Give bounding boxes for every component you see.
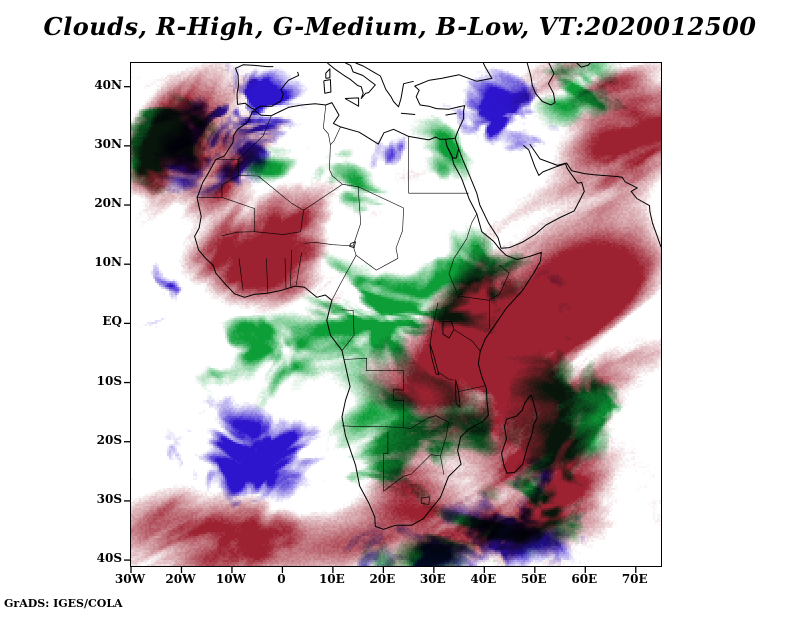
country-border-path: [331, 255, 357, 301]
country-border-path: [196, 159, 239, 198]
country-border-path: [238, 115, 272, 160]
country-border-path: [238, 258, 244, 291]
coastline-path: [576, 62, 591, 68]
x-tick-label-50E: 50E: [520, 572, 547, 586]
coastline-path: [325, 68, 331, 79]
country-border-path: [303, 184, 343, 211]
coastline-path: [445, 112, 457, 116]
country-border-path: [323, 104, 343, 185]
lake-outline-path: [442, 321, 455, 339]
coastline-path: [414, 62, 493, 139]
country-border-path: [466, 213, 478, 239]
country-border-path: [303, 242, 357, 256]
country-border-path: [330, 126, 341, 145]
lake-outline-path: [429, 343, 440, 376]
country-border-path: [489, 264, 510, 300]
x-tick-label-40E: 40E: [470, 572, 497, 586]
y-tick-label-40N: 40N: [94, 77, 122, 92]
x-tick-label-20W: 20W: [165, 572, 196, 586]
coastline-path: [526, 62, 556, 106]
coastline-path: [529, 143, 662, 248]
x-tick-label-30E: 30E: [419, 572, 446, 586]
lake-outline-path: [349, 241, 357, 249]
x-tick-label-zero: 0: [277, 572, 286, 586]
y-tick-label-20N: 20N: [94, 196, 122, 211]
y-tick-label-10N: 10N: [94, 255, 122, 270]
coastline-path: [501, 394, 538, 474]
x-tick-label-10E: 10E: [318, 572, 345, 586]
country-border-path: [266, 258, 269, 294]
country-border-path: [453, 329, 481, 352]
country-border-path: [355, 255, 399, 271]
credit-label: GrADS: IGES/COLA: [4, 597, 123, 610]
country-border-path: [383, 431, 389, 492]
country-border-path: [254, 210, 304, 235]
country-border-path: [295, 252, 302, 286]
country-border-path: [341, 425, 404, 428]
country-border-path: [459, 295, 490, 301]
y-tick-label-20S: 20S: [96, 432, 122, 447]
y-tick-label-EQ: EQ: [102, 314, 122, 329]
coastline-path: [194, 102, 542, 530]
country-border-path: [437, 371, 454, 381]
x-tick-label-10W: 10W: [215, 572, 247, 586]
x-tick-label-60E: 60E: [571, 572, 598, 586]
y-tick-label-30S: 30S: [96, 491, 122, 506]
coastline-path: [323, 79, 332, 94]
x-tick-label-70E: 70E: [621, 572, 648, 586]
lake-outline-path: [455, 379, 461, 408]
country-border-path: [430, 302, 439, 344]
country-border-path: [238, 175, 304, 211]
coastline-path: [355, 62, 414, 108]
map-plot-area: [124, 62, 662, 573]
country-border-path: [403, 415, 436, 430]
y-tick-label-10S: 10S: [96, 373, 122, 388]
country-border-path: [341, 309, 355, 351]
coastline-path: [327, 62, 376, 99]
country-border-path: [448, 238, 467, 294]
country-border-path: [395, 207, 404, 259]
x-tick-label-20E: 20E: [369, 572, 396, 586]
figure-title: Clouds, R-High, G-Medium, B-Low, VT:2020…: [43, 12, 757, 41]
country-border-path: [284, 258, 287, 290]
x-tick-label-30W: 30W: [114, 572, 146, 586]
y-tick-label-40S: 40S: [96, 551, 122, 566]
coastline-path: [458, 144, 585, 249]
country-border-path: [342, 184, 404, 209]
country-border-path: [435, 415, 449, 456]
country-border-path: [290, 249, 292, 287]
coastline-path: [235, 64, 300, 111]
coastline-path: [445, 137, 460, 159]
coastline-overlay: [124, 62, 662, 573]
country-border-path: [383, 454, 445, 492]
y-tick-label-30N: 30N: [94, 136, 122, 151]
country-border-path: [343, 357, 404, 428]
country-border-path: [352, 186, 361, 246]
country-border-path: [221, 197, 255, 237]
coastline-path: [400, 112, 416, 115]
country-border-path: [457, 385, 487, 393]
coastline-path: [344, 97, 360, 107]
country-border-path: [420, 496, 431, 505]
